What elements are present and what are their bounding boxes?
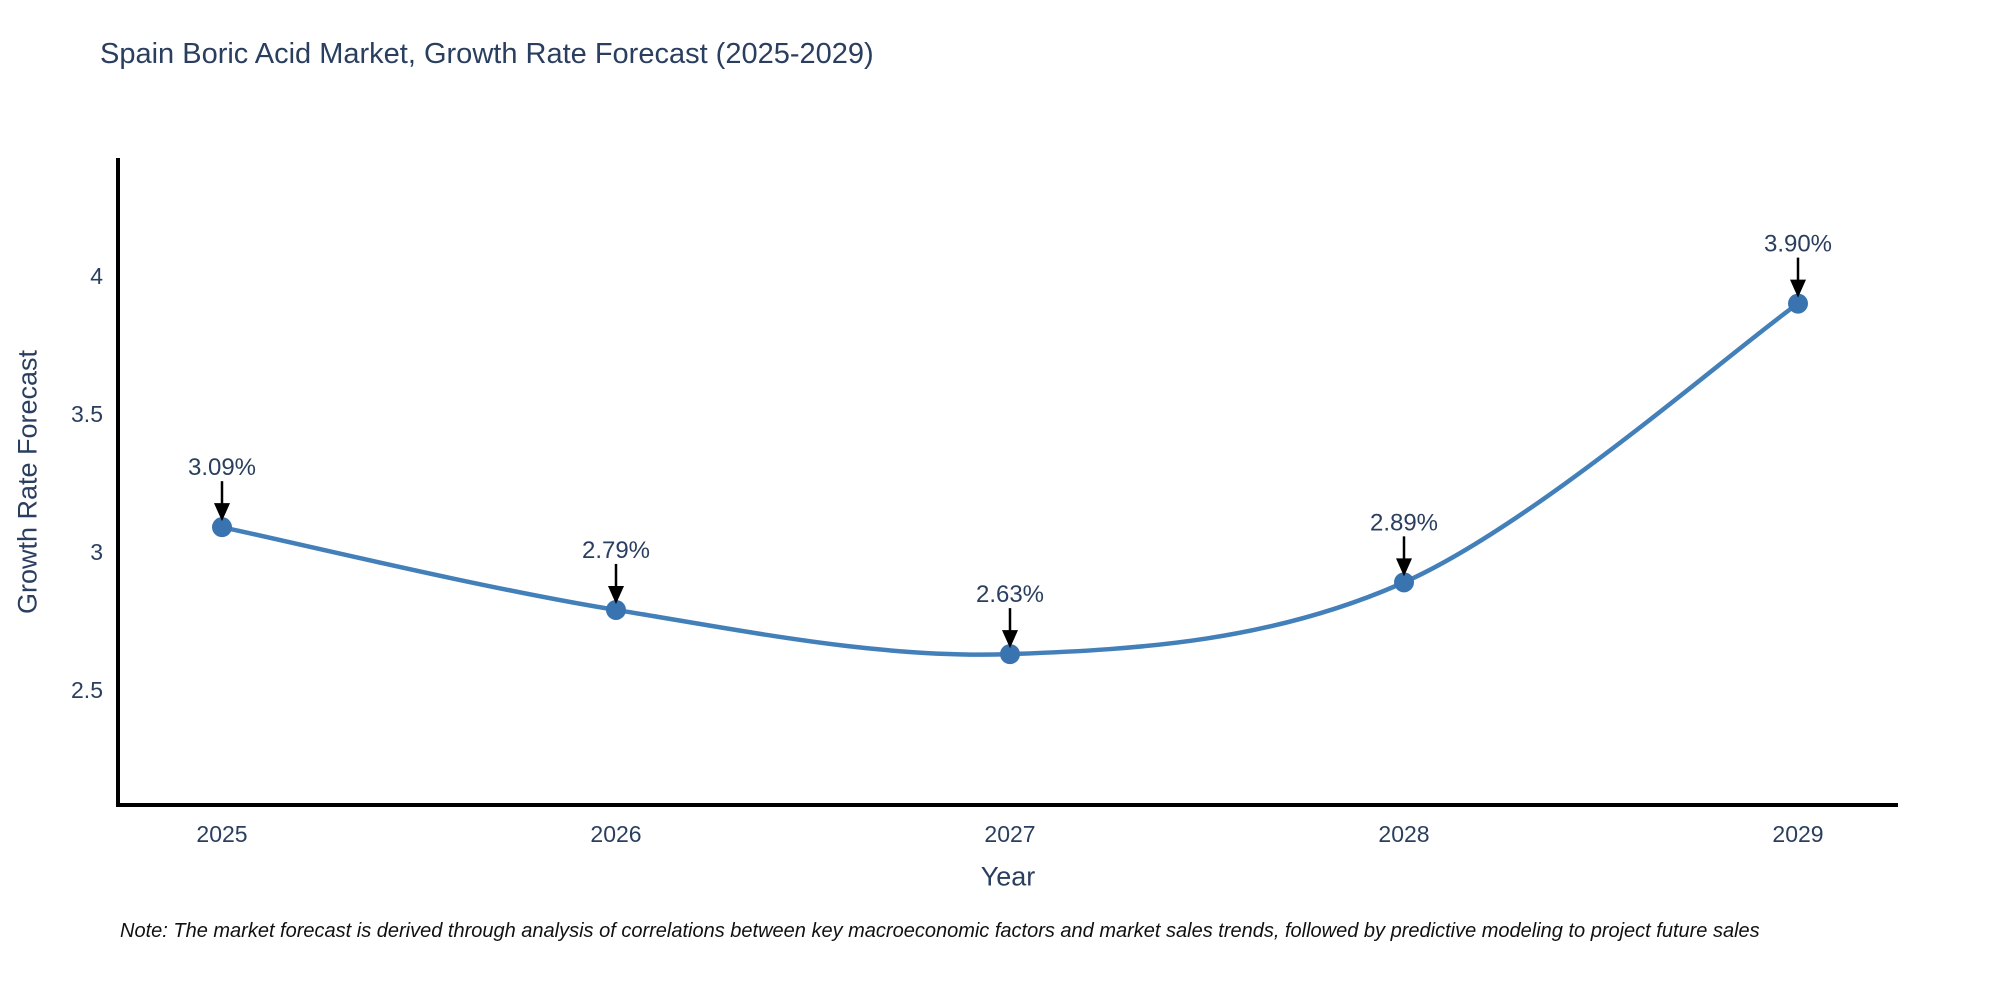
annotation-arrowhead [608,585,624,604]
x-tick-label: 2029 [1772,821,1823,847]
annotation-arrowhead [1002,630,1018,649]
point-label: 2.63% [976,581,1044,608]
x-tick-label: 2027 [984,821,1035,847]
point-label: 2.89% [1370,509,1438,536]
data-point-2026[interactable] [606,599,626,620]
y-tick-label: 2.5 [71,677,103,703]
x-axis-line [116,803,1898,807]
chart-title: Spain Boric Acid Market, Growth Rate For… [100,38,874,70]
point-label: 3.90% [1764,231,1832,258]
x-tick-label: 2026 [590,821,641,847]
x-tick-label: 2028 [1378,821,1429,847]
y-tick-label: 3.5 [71,401,103,427]
point-label: 3.09% [188,454,256,481]
x-tick-label: 2025 [196,821,247,847]
annotation-arrowhead [1790,279,1806,298]
data-point-2029[interactable] [1788,293,1808,314]
y-tick-label: 4 [90,263,103,289]
annotation-arrowhead [214,503,230,522]
y-axis-line [116,158,120,807]
footnote: Note: The market forecast is derived thr… [120,920,1760,942]
x-axis-title: Year [980,861,1036,892]
y-tick-label: 3 [90,539,103,565]
data-point-2028[interactable] [1394,572,1414,593]
data-point-2025[interactable] [212,517,232,538]
point-label: 2.79% [582,537,650,564]
annotation-arrowhead [1396,558,1412,577]
data-point-2027[interactable] [1000,644,1020,665]
